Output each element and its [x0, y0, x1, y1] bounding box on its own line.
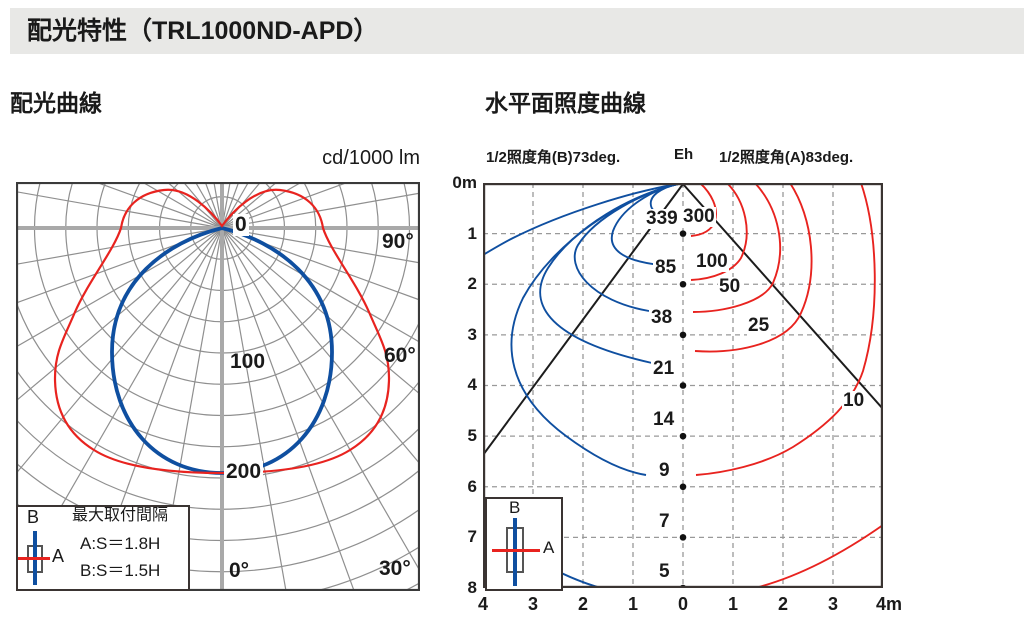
- legend-spacing-a: A:S＝1.8H: [80, 534, 161, 553]
- y-axis-label: 5: [467, 426, 477, 445]
- half-angle-note-b: 1/2照度角(B)73deg.: [486, 149, 621, 166]
- y-axis-label: 6: [467, 477, 477, 496]
- half-angle-note-a: 1/2照度角(A)83deg.: [719, 149, 854, 166]
- angle-label-0: 0°: [229, 559, 250, 582]
- half-angle-diagonals: [483, 183, 883, 456]
- x-axis-label: 2: [777, 594, 788, 614]
- b-direction-line: [513, 518, 517, 586]
- x-axis-label: 4m: [875, 594, 902, 614]
- iso-lux-chart-border: [483, 183, 883, 588]
- x-axis-label: 3: [827, 594, 838, 614]
- y-axis-label: 8: [467, 578, 477, 597]
- x-axis-label: 0: [677, 594, 688, 614]
- center-value-1m: 339: [644, 208, 680, 229]
- center-value-3m: 38: [649, 307, 675, 328]
- iso-lux-legend-box: [485, 497, 563, 591]
- eh-axis-label: Eh: [674, 146, 694, 163]
- x-axis-label: 1: [627, 594, 638, 614]
- contour-label-300: 300: [682, 206, 716, 227]
- polar-legend-a-label: A: [52, 546, 65, 566]
- y-axis-label: 2: [467, 274, 477, 293]
- contour-label-25: 25: [747, 315, 771, 336]
- right-chart-title: 水平面照度曲線: [485, 90, 646, 116]
- polar-unit-label: cd/1000 lm: [322, 147, 420, 169]
- a-direction-line: [492, 549, 540, 552]
- x-axis-label: 4: [477, 594, 488, 614]
- y-axis-label: 7: [467, 527, 477, 546]
- page-title-banner: 配光特性（TRL1000ND-APD）: [10, 8, 1024, 54]
- center-value-4m: 21: [651, 358, 677, 379]
- center-axis-dots: [679, 230, 687, 588]
- center-value-5m: 14: [651, 409, 677, 430]
- y-axis-label: 4: [467, 375, 477, 394]
- legend-heading: 最大取付間隔: [72, 507, 169, 524]
- a-direction-line: [18, 557, 50, 560]
- angle-label-30: 30°: [379, 557, 411, 580]
- x-axis-label: 2: [577, 594, 588, 614]
- polar-label-100: 100: [230, 350, 266, 373]
- x-axis-label: 3: [527, 594, 538, 614]
- center-value-8m: 5: [657, 561, 672, 582]
- y-axis-label: 3: [467, 325, 477, 344]
- left-chart-title: 配光曲線: [10, 90, 102, 116]
- contour-label-100: 100: [695, 251, 729, 272]
- center-value-2m: 85: [653, 257, 679, 278]
- contour-label-50: 50: [718, 276, 742, 297]
- angle-label-90: 90°: [382, 230, 414, 253]
- polar-label-0: 0: [233, 213, 249, 237]
- polar-label-200: 200: [224, 460, 264, 484]
- center-value-7m: 7: [657, 511, 672, 532]
- y-axis-label: 0m: [452, 173, 477, 192]
- curve-A-red: [53, 188, 391, 475]
- polar-legend-b-label: B: [27, 507, 40, 527]
- legend-spacing-b: B:S＝1.5H: [80, 561, 161, 580]
- y-axis-label: 1: [467, 224, 477, 243]
- page-title: 配光特性（TRL1000ND-APD）: [27, 17, 379, 45]
- iso-legend-a-label: A: [543, 538, 555, 557]
- angle-label-60: 60°: [384, 344, 416, 367]
- x-axis-label: 1: [727, 594, 738, 614]
- polar-legend-box: [16, 505, 190, 591]
- polar-distribution-chart: [16, 182, 420, 591]
- iso-legend-b-label: B: [509, 498, 521, 517]
- center-value-6m: 9: [657, 460, 672, 481]
- contour-label-10: 10: [842, 390, 866, 411]
- polar-chart-border: [16, 182, 420, 591]
